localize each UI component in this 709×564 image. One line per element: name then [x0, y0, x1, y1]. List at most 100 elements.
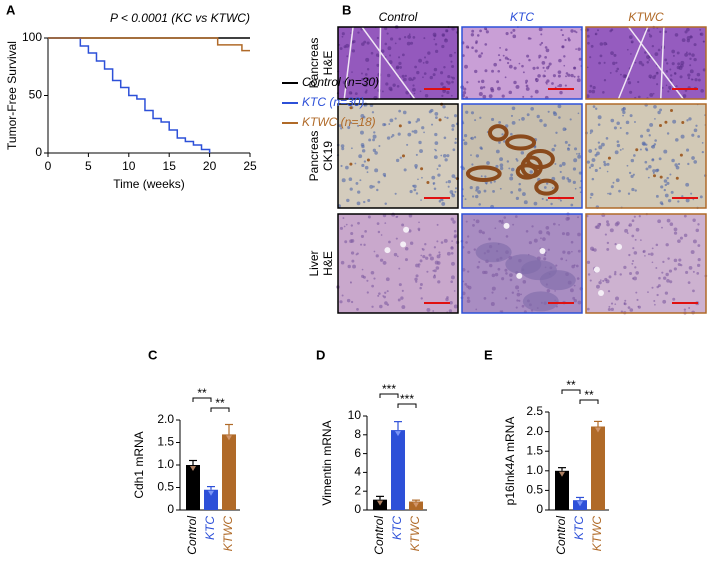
nucleus	[599, 42, 604, 46]
vein	[616, 243, 623, 250]
nucleus	[566, 177, 570, 180]
nucleus	[629, 308, 634, 312]
nucleus	[404, 74, 407, 78]
nucleus	[453, 304, 458, 309]
nucleus	[482, 86, 486, 89]
nucleus	[541, 197, 544, 200]
nucleus	[436, 240, 439, 243]
nucleus	[475, 186, 480, 190]
nucleus	[634, 266, 637, 269]
nucleus	[686, 27, 690, 32]
nucleus	[388, 60, 393, 65]
nucleus	[543, 257, 547, 261]
nucleus	[418, 266, 420, 268]
tissue	[586, 214, 706, 313]
nucleus	[463, 134, 468, 138]
nucleus	[510, 31, 513, 34]
nucleus	[464, 282, 468, 286]
nucleus	[653, 143, 657, 146]
nucleus	[442, 154, 447, 158]
nucleus	[398, 109, 402, 113]
nucleus	[558, 116, 561, 119]
nucleus	[499, 163, 504, 168]
nucleus	[508, 64, 513, 69]
nucleus	[653, 299, 656, 302]
nucleus	[451, 174, 456, 178]
nucleus	[350, 231, 354, 236]
nucleus	[610, 307, 614, 311]
nucleus	[341, 178, 346, 183]
nucleus	[356, 124, 360, 127]
nucleus	[387, 46, 392, 51]
nucleus	[396, 84, 400, 88]
nucleus	[509, 278, 513, 282]
nucleus	[547, 110, 550, 113]
nucleus	[449, 53, 453, 58]
nucleus	[692, 270, 695, 273]
nucleus	[575, 264, 579, 268]
nucleus	[511, 291, 515, 294]
nucleus	[360, 130, 364, 135]
nucleus	[484, 43, 488, 46]
nucleus	[465, 45, 469, 49]
nucleus	[450, 280, 454, 284]
nucleus	[398, 56, 401, 59]
nucleus	[397, 132, 401, 136]
nucleus	[606, 241, 610, 245]
nucleus	[609, 228, 614, 233]
nucleus	[427, 51, 431, 55]
nucleus	[454, 137, 457, 140]
nucleus	[577, 47, 581, 51]
nucleus	[533, 201, 538, 206]
nucleus	[557, 74, 561, 78]
nucleus	[577, 75, 580, 78]
nucleus	[446, 296, 449, 299]
nucleus	[552, 111, 556, 115]
duct	[525, 149, 555, 170]
nucleus	[547, 248, 550, 251]
nucleus	[421, 247, 424, 250]
nucleus	[606, 220, 609, 224]
nucleus	[432, 275, 436, 279]
nucleus	[632, 259, 635, 263]
nucleus	[493, 180, 496, 183]
vein	[539, 247, 546, 254]
nucleus	[635, 271, 639, 275]
y-axis-label: Vimentin mRNA	[320, 420, 334, 505]
nucleus	[684, 30, 688, 34]
nucleus	[398, 37, 402, 41]
nucleus	[394, 42, 397, 45]
tissue	[586, 27, 706, 99]
nucleus	[544, 70, 546, 72]
nucleus	[370, 51, 374, 55]
significance-label: ***	[382, 382, 396, 396]
vessel	[617, 26, 649, 100]
nucleus	[591, 89, 596, 94]
nucleus	[579, 191, 582, 194]
nucleus	[683, 308, 687, 311]
nucleus	[690, 35, 693, 39]
nucleus	[574, 187, 577, 190]
nucleus	[484, 69, 488, 73]
nucleus	[462, 280, 465, 283]
nucleus	[546, 66, 550, 70]
nucleus	[386, 73, 391, 78]
nucleus	[622, 114, 625, 117]
nucleus	[406, 41, 411, 46]
nucleus	[364, 73, 368, 76]
nucleus	[700, 89, 704, 93]
nucleus	[652, 75, 656, 80]
nucleus	[603, 41, 607, 46]
nucleus	[565, 217, 570, 221]
nucleus	[544, 46, 548, 49]
nucleus	[567, 178, 572, 183]
frame	[461, 26, 583, 100]
nucleus	[631, 262, 634, 265]
nucleus	[478, 229, 483, 234]
nucleus	[473, 136, 477, 139]
nucleus	[628, 223, 633, 227]
nucleus	[625, 120, 630, 125]
nucleus	[488, 237, 492, 241]
nucleus	[638, 60, 643, 65]
nucleus	[489, 181, 493, 184]
